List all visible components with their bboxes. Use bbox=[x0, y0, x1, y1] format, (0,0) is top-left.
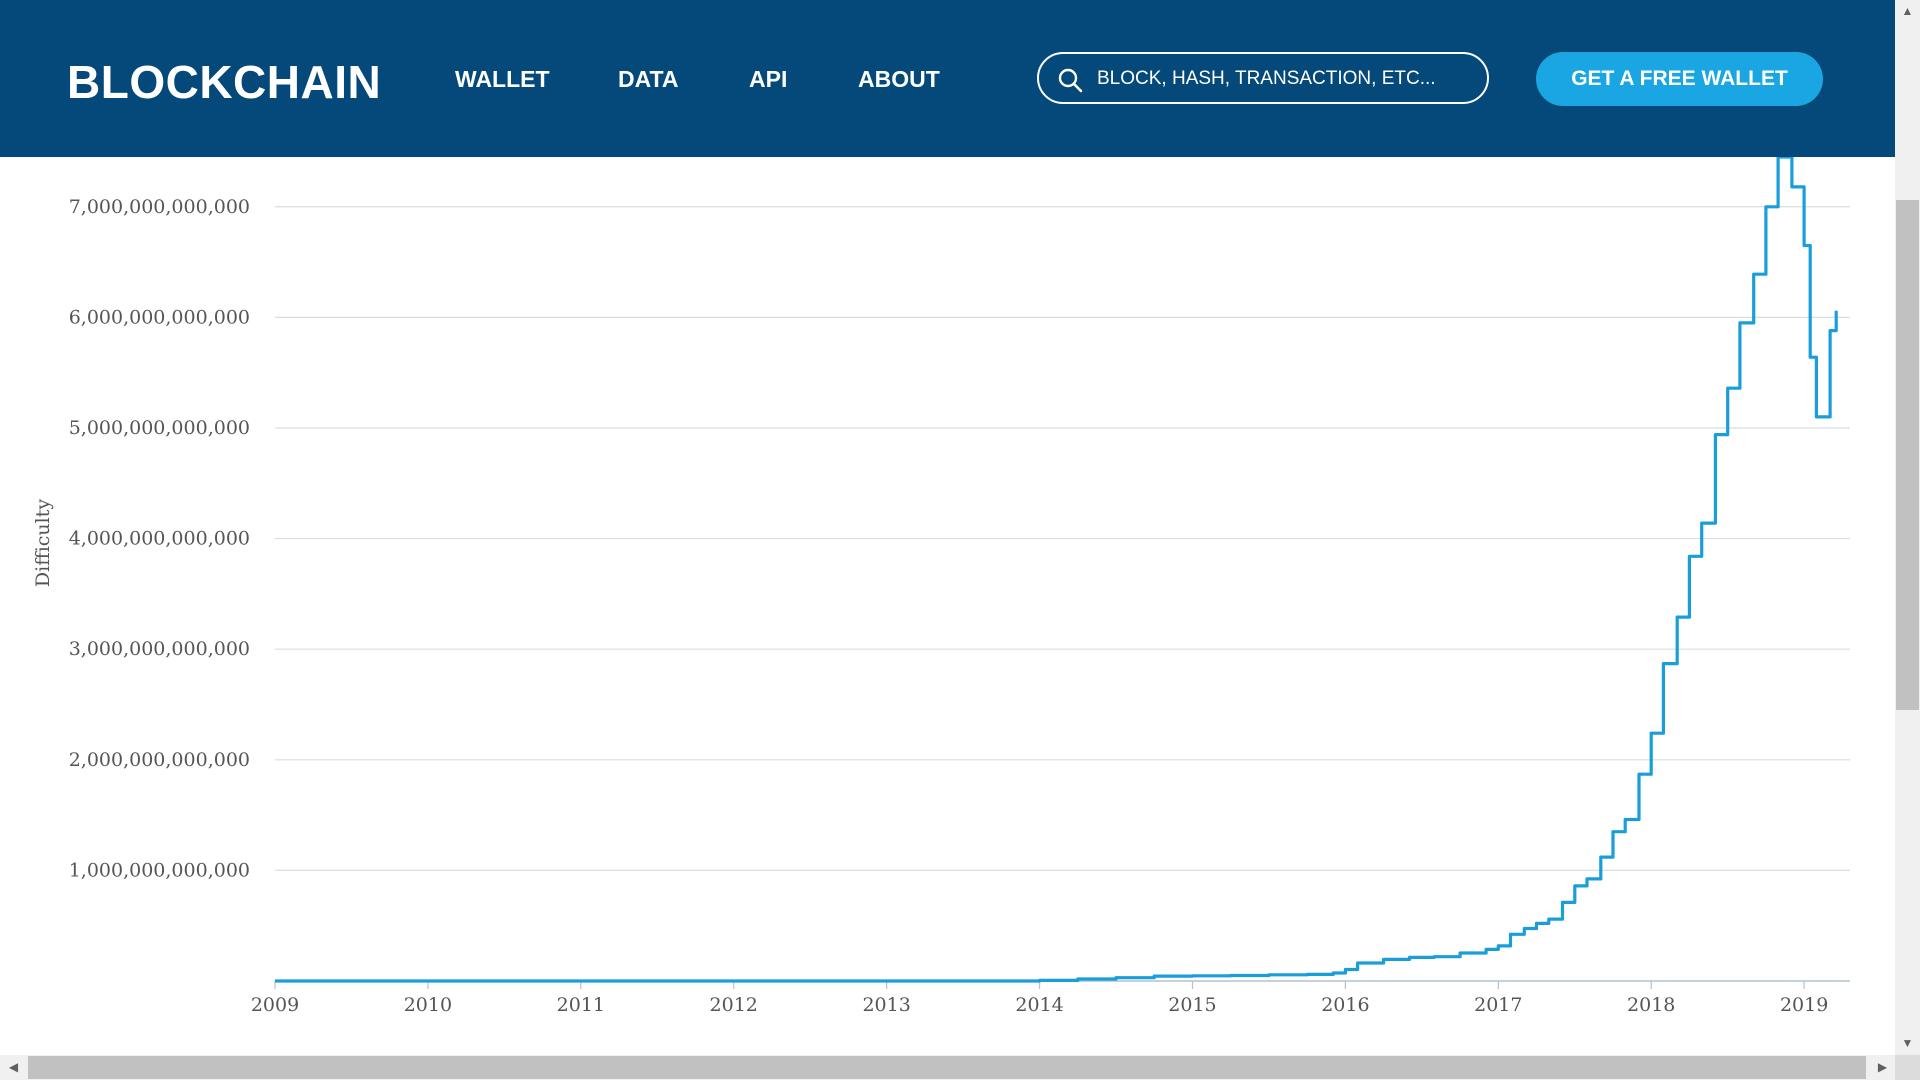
scroll-left-arrow-icon[interactable]: ◀ bbox=[8, 1060, 19, 1074]
scrollbar-corner bbox=[1895, 1055, 1920, 1080]
y-tick-label: 2,000,000,000,000 bbox=[69, 749, 250, 771]
x-tick-label: 2009 bbox=[251, 994, 299, 1016]
y-tick-label: 7,000,000,000,000 bbox=[69, 196, 250, 218]
search-icon bbox=[1058, 68, 1083, 93]
y-tick-label: 3,000,000,000,000 bbox=[69, 638, 250, 660]
x-tick-label: 2018 bbox=[1627, 994, 1675, 1016]
get-free-wallet-button[interactable]: GET A FREE WALLET bbox=[1536, 52, 1823, 106]
site-logo[interactable]: BLOCKCHAIN bbox=[67, 56, 382, 108]
nav-item-api[interactable]: API bbox=[749, 66, 788, 92]
difficulty-chart: 1,000,000,000,000 2,000,000,000,000 3,000,… bbox=[0, 157, 1895, 1057]
horizontal-scroll-thumb[interactable] bbox=[28, 1056, 1866, 1079]
search-box[interactable] bbox=[1037, 52, 1489, 104]
y-tick-label: 6,000,000,000,000 bbox=[69, 306, 250, 328]
x-tick-label: 2013 bbox=[862, 994, 910, 1016]
x-tick-label: 2011 bbox=[557, 994, 605, 1016]
nav-item-wallet[interactable]: WALLET bbox=[455, 66, 550, 92]
scroll-down-arrow-icon[interactable]: ▼ bbox=[1901, 1036, 1914, 1050]
x-tick-label: 2015 bbox=[1168, 994, 1216, 1016]
chart-svg: 1,000,000,000,000 2,000,000,000,000 3,000,… bbox=[32, 157, 1850, 1016]
x-tick-label: 2010 bbox=[404, 994, 452, 1016]
nav-item-about[interactable]: ABOUT bbox=[858, 66, 940, 92]
y-tick-label: 1,000,000,000,000 bbox=[69, 859, 250, 881]
x-tick-label: 2016 bbox=[1321, 994, 1369, 1016]
scroll-up-arrow-icon[interactable]: ▲ bbox=[1901, 4, 1914, 18]
y-tick-label: 5,000,000,000,000 bbox=[69, 417, 250, 439]
y-tick-label: 4,000,000,000,000 bbox=[69, 528, 250, 550]
x-tick-label: 2019 bbox=[1780, 994, 1828, 1016]
scroll-right-arrow-icon[interactable]: ▶ bbox=[1877, 1060, 1888, 1074]
search-input[interactable] bbox=[1095, 64, 1469, 94]
vertical-scroll-thumb[interactable] bbox=[1896, 200, 1919, 710]
site-header: BLOCKCHAIN WALLET DATA API ABOUT GET A F… bbox=[0, 0, 1895, 157]
nav-item-data[interactable]: DATA bbox=[618, 66, 679, 92]
difficulty-series-line bbox=[275, 157, 1838, 983]
x-tick-label: 2017 bbox=[1474, 994, 1522, 1016]
x-tick-label: 2014 bbox=[1015, 994, 1063, 1016]
x-tick-label: 2012 bbox=[710, 994, 758, 1016]
y-axis-label: Difficulty bbox=[32, 499, 54, 587]
